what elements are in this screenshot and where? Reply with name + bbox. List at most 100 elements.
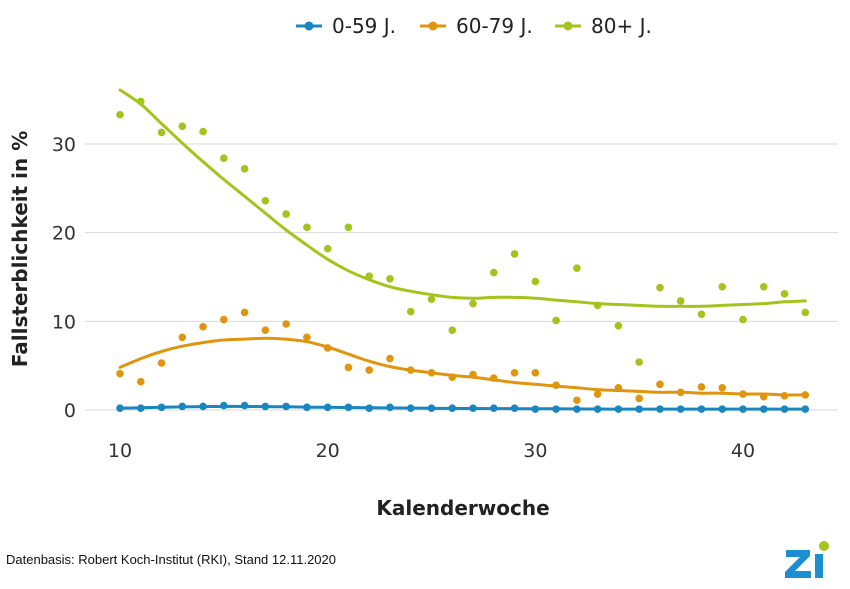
data-point-0-59-J-kw43: [801, 405, 810, 413]
data-point-80-J-kw17: [261, 196, 270, 205]
data-point-80-J-kw36: [656, 283, 664, 292]
data-point-60-79-J-kw43: [801, 391, 810, 399]
x-tick-label-40: 40: [731, 440, 755, 462]
data-point-80-J-kw23: [386, 274, 394, 283]
data-point-0-59-J-kw28: [490, 404, 498, 413]
data-point-80-J-kw14: [199, 127, 207, 136]
x-tick-label-10: 10: [108, 440, 132, 462]
data-point-0-59-J-kw16: [240, 401, 249, 410]
data-point-80-J-kw25: [427, 295, 436, 303]
data-point-0-59-J-kw17: [261, 402, 270, 411]
y-axis-ticks: 0 10 20 30: [52, 134, 76, 422]
trend-line-60-79-J: [118, 336, 807, 397]
data-point-0-59-J-kw10: [116, 404, 124, 413]
data-point-60-79-J-kw18: [282, 320, 290, 328]
data-point-80-J-kw12: [157, 128, 166, 137]
data-point-80-J-kw24: [406, 307, 415, 316]
data-point-60-79-J-kw29: [510, 368, 519, 377]
data-point-80-J-kw43: [801, 308, 810, 317]
data-point-80-J-kw29: [510, 250, 519, 258]
data-point-80-J-kw18: [282, 210, 290, 218]
data-point-0-59-J-kw15: [220, 401, 228, 410]
data-point-0-59-J-kw39: [718, 405, 727, 413]
data-point-0-59-J-kw26: [448, 404, 457, 413]
data-point-60-79-J-kw31: [552, 381, 560, 389]
zi-logo: [785, 541, 829, 578]
data-point-60-79-J-kw15: [220, 315, 228, 324]
data-point-60-79-J-kw33: [593, 390, 602, 398]
data-point-0-59-J-kw13: [178, 402, 187, 411]
data-point-80-J-kw22: [365, 272, 374, 280]
data-point-0-59-J-kw36: [656, 405, 664, 413]
legend-label-0-59-J: 0-59 J.: [332, 14, 396, 38]
data-point-60-79-J-kw13: [178, 333, 187, 342]
data-point-60-79-J-kw36: [656, 380, 664, 389]
data-point-80-J-kw37: [676, 297, 685, 305]
data-point-0-59-J-kw25: [427, 404, 436, 413]
data-point-60-79-J-kw14: [199, 322, 207, 331]
data-point-0-59-J-kw35: [635, 405, 643, 413]
y-axis-title: Fallsterblichkeit in %: [8, 131, 32, 368]
data-point-60-79-J-kw38: [697, 383, 706, 391]
data-point-60-79-J-kw32: [573, 396, 581, 405]
x-tick-label-30: 30: [523, 440, 547, 462]
data-point-60-79-J-kw24: [406, 366, 415, 374]
data-point-60-79-J-kw35: [635, 394, 643, 403]
data-point-80-J-kw32: [573, 264, 581, 272]
data-point-0-59-J-kw24: [406, 404, 415, 413]
data-point-80-J-kw11: [136, 97, 145, 106]
legend-item-0-59-J: 0-59 J.: [296, 14, 396, 38]
data-point-80-J-kw34: [614, 321, 623, 330]
data-point-60-79-J-kw23: [386, 354, 394, 363]
data-point-0-59-J-kw21: [344, 403, 353, 412]
source-note: Datenbasis: Robert Koch-Institut (RKI), …: [6, 552, 336, 567]
x-axis-ticks: 10 20 30 40: [108, 440, 755, 462]
data-point-60-79-J-kw11: [136, 377, 145, 386]
data-point-60-79-J-kw27: [469, 370, 477, 379]
data-point-60-79-J-kw25: [427, 368, 436, 377]
data-point-60-79-J-kw12: [157, 359, 166, 367]
legend-label-80-J: 80+ J.: [591, 14, 652, 38]
y-tick-label-30: 30: [52, 134, 76, 156]
data-point-80-J-kw15: [220, 154, 228, 162]
series-80-J: [116, 88, 810, 366]
data-point-0-59-J-kw40: [739, 405, 747, 413]
data-point-80-J-kw30: [531, 277, 540, 286]
y-tick-label-0: 0: [64, 400, 76, 422]
data-point-80-J-kw10: [116, 110, 124, 119]
data-point-60-79-J-kw39: [718, 384, 727, 392]
data-point-0-59-J-kw32: [573, 405, 581, 413]
legend-item-80-J: 80+ J.: [555, 14, 652, 38]
series-60-79-J: [116, 308, 810, 405]
logo-i-dot: [819, 541, 829, 551]
legend-marker-0-59-J: [304, 21, 314, 31]
y-tick-label-20: 20: [52, 223, 76, 245]
data-point-60-79-J-kw17: [261, 326, 270, 335]
chart: 0-59 J. 60-79 J. 80+ J. 0 10 20 30 10 20 30 40 F…: [8, 14, 838, 520]
data-point-0-59-J-kw20: [323, 403, 332, 412]
data-point-60-79-J-kw20: [323, 344, 332, 352]
data-point-80-J-kw41: [759, 282, 768, 291]
data-point-0-59-J-kw23: [386, 403, 394, 412]
data-point-60-79-J-kw42: [780, 392, 789, 400]
data-point-0-59-J-kw19: [303, 403, 311, 412]
data-point-0-59-J-kw37: [676, 405, 685, 413]
y-tick-label-10: 10: [52, 311, 76, 333]
grid-lines: [85, 143, 838, 411]
data-point-0-59-J-kw34: [614, 405, 623, 413]
x-axis-title: Kalenderwoche: [376, 496, 549, 520]
data-point-60-79-J-kw40: [739, 390, 747, 398]
plot-area: [116, 88, 810, 413]
legend-marker-60-79-J: [428, 21, 438, 31]
data-point-0-59-J-kw42: [780, 405, 789, 413]
data-point-80-J-kw42: [780, 290, 789, 298]
data-point-80-J-kw16: [240, 165, 249, 173]
data-point-0-59-J-kw22: [365, 404, 374, 413]
data-point-80-J-kw27: [469, 299, 477, 308]
series-0-59-J: [116, 401, 810, 413]
trend-line-0-59-J: [118, 404, 807, 411]
data-point-80-J-kw40: [739, 315, 747, 324]
data-point-60-79-J-kw37: [676, 388, 685, 397]
data-point-0-59-J-kw12: [157, 403, 166, 412]
data-point-0-59-J-kw31: [552, 405, 560, 413]
